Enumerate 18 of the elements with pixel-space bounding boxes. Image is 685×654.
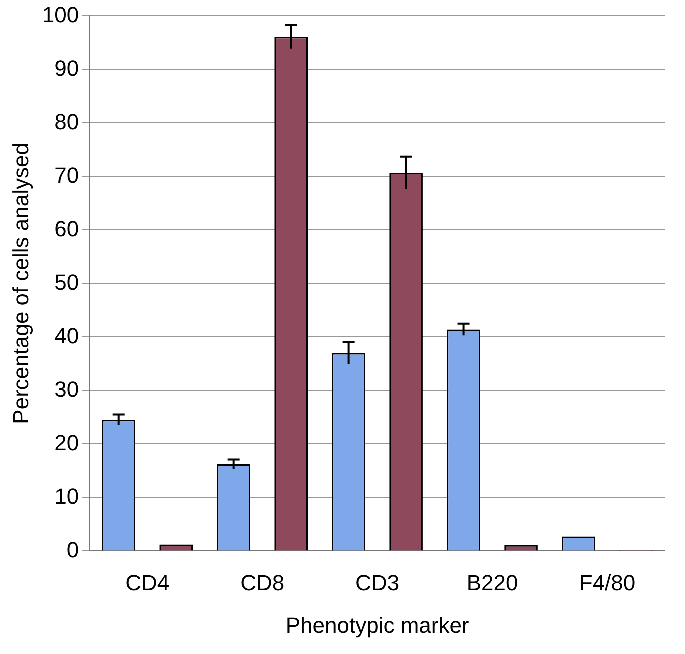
y-tick-label: 20: [54, 430, 80, 456]
y-tick-label: 40: [54, 323, 80, 348]
y-tick-label: 70: [54, 162, 80, 188]
y-tick-label: 0: [66, 537, 80, 562]
y-axis-title: Percentage of cells analysed: [8, 143, 34, 424]
y-tick-label: 10: [54, 484, 80, 509]
x-tick-label: B220: [466, 570, 518, 596]
y-tick-label: 30: [54, 376, 80, 402]
y-tick-label: 100: [42, 2, 80, 28]
y-tick-label: 80: [54, 109, 80, 134]
x-tick-label: CD8: [240, 570, 285, 596]
x-tick-label: F4/80: [579, 570, 636, 596]
y-tick-label: 90: [54, 56, 80, 81]
y-tick-label: 60: [54, 216, 80, 242]
x-tick-label: CD4: [126, 570, 170, 596]
y-tick-label: 50: [54, 270, 80, 295]
x-axis-title: Phenotypic marker: [286, 612, 470, 638]
x-tick-label: CD3: [356, 570, 400, 596]
